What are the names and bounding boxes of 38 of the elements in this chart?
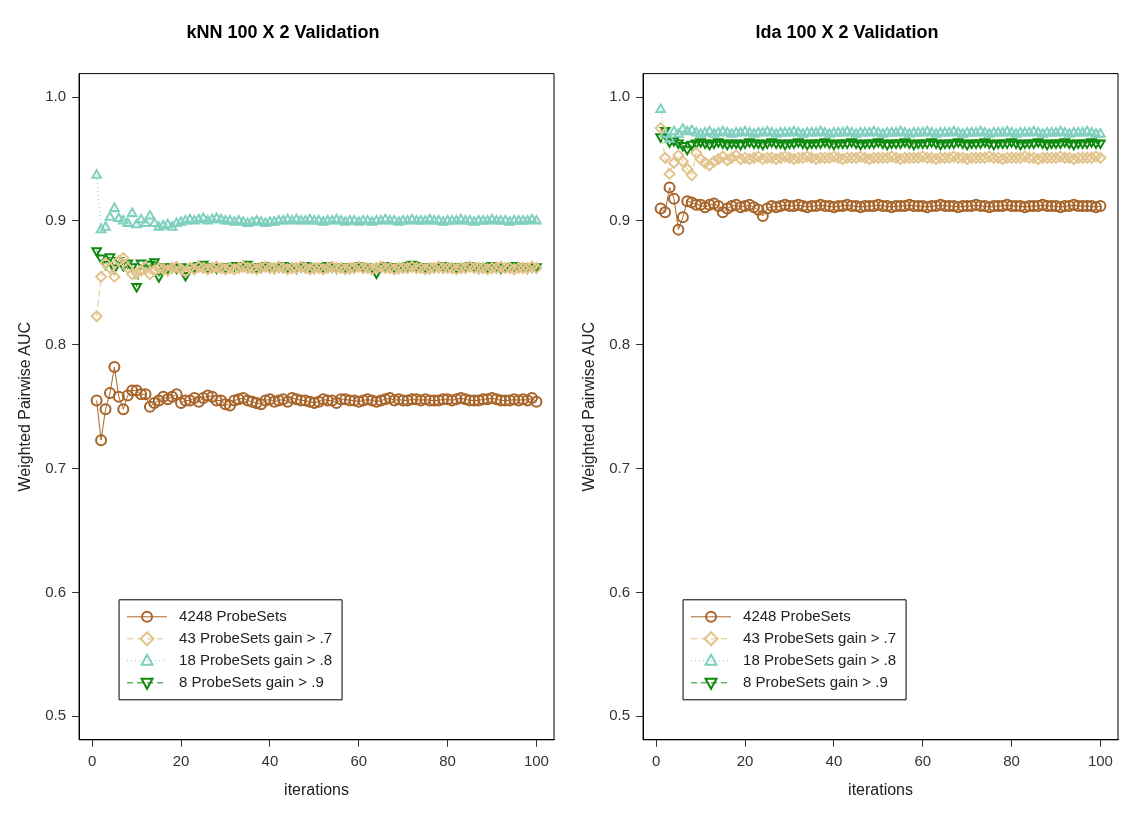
legend-label: 43 ProbeSets gain > .7 xyxy=(743,628,897,646)
y-tick-label: 0.9 xyxy=(45,211,67,229)
chart-title: lda 100 X 2 Validation xyxy=(755,21,939,42)
y-tick-label: 1.0 xyxy=(45,87,67,105)
y-tick-label: 1.0 xyxy=(609,87,631,105)
y-tick-label: 0.9 xyxy=(609,211,631,229)
chart-title: kNN 100 X 2 Validation xyxy=(186,21,380,42)
y-tick-label: 0.8 xyxy=(45,334,67,352)
x-tick-label: 0 xyxy=(652,751,661,769)
y-axis-title: Weighted Pairwise AUC xyxy=(580,321,598,492)
x-tick-label: 80 xyxy=(439,751,456,769)
x-axis-title: iterations xyxy=(284,780,349,798)
x-tick-label: 20 xyxy=(736,751,754,769)
legend-label: 4248 ProbeSets xyxy=(179,606,287,624)
legend-label: 43 ProbeSets gain > .7 xyxy=(179,628,333,646)
y-tick-label: 0.5 xyxy=(45,706,67,724)
x-tick-label: 40 xyxy=(825,751,843,769)
x-tick-label: 100 xyxy=(523,751,549,769)
y-tick-label: 0.7 xyxy=(609,458,631,476)
legend-label: 8 ProbeSets gain > .9 xyxy=(179,672,324,690)
y-tick-label: 0.6 xyxy=(609,582,631,600)
y-tick-label: 0.7 xyxy=(45,458,67,476)
x-tick-label: 80 xyxy=(1003,751,1020,769)
x-axis-title: iterations xyxy=(848,780,913,798)
legend-label: 18 ProbeSets gain > .8 xyxy=(743,650,897,668)
y-tick-label: 0.5 xyxy=(609,706,631,724)
y-axis-title: Weighted Pairwise AUC xyxy=(16,321,34,492)
y-tick-label: 0.6 xyxy=(45,582,67,600)
legend-label: 8 ProbeSets gain > .9 xyxy=(743,672,888,690)
x-tick-label: 60 xyxy=(914,751,932,769)
y-tick-label: 0.8 xyxy=(609,334,631,352)
x-tick-label: 20 xyxy=(172,751,190,769)
x-tick-label: 60 xyxy=(350,751,368,769)
x-tick-label: 0 xyxy=(88,751,97,769)
x-tick-label: 40 xyxy=(261,751,279,769)
x-tick-label: 100 xyxy=(1087,751,1113,769)
legend-label: 4248 ProbeSets xyxy=(743,606,851,624)
legend-label: 18 ProbeSets gain > .8 xyxy=(179,650,333,668)
